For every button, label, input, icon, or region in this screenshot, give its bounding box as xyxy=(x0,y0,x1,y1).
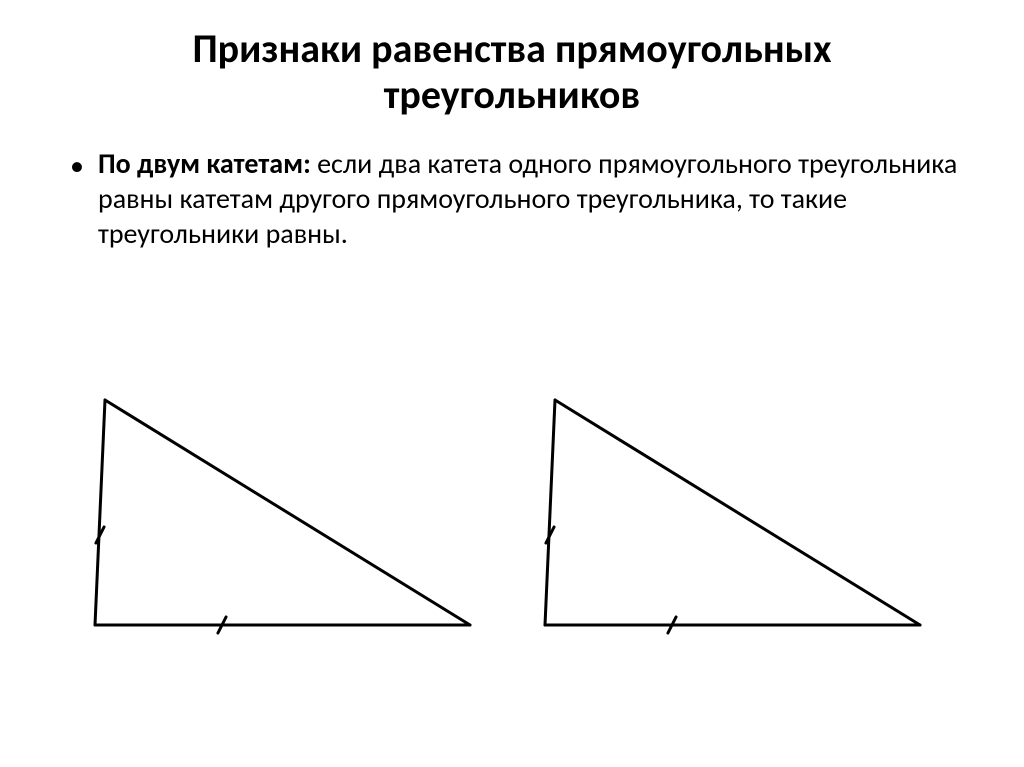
bullet-item: • По двум катетам: если два катета одног… xyxy=(70,146,964,251)
bullet-marker: • xyxy=(70,146,98,183)
triangles-svg xyxy=(0,380,1024,700)
figures-area xyxy=(0,380,1024,700)
leg-vertical xyxy=(545,400,555,625)
slide-body: • По двум катетам: если два катета одног… xyxy=(60,146,964,251)
slide-title: Признаки равенства прямоугольных треугол… xyxy=(60,26,964,118)
hypotenuse xyxy=(105,400,470,625)
leg-vertical xyxy=(95,400,105,625)
triangle-2 xyxy=(545,400,920,633)
title-line-1: Признаки равенства прямоугольных xyxy=(192,24,831,73)
slide: Признаки равенства прямоугольных треугол… xyxy=(0,0,1024,767)
hypotenuse xyxy=(555,400,920,625)
title-line-2: треугольников xyxy=(384,70,640,119)
bullet-text: По двум катетам: если два катета одного … xyxy=(98,146,964,251)
bullet-lead: По двум катетам: xyxy=(98,146,311,181)
triangle-1 xyxy=(95,400,470,633)
